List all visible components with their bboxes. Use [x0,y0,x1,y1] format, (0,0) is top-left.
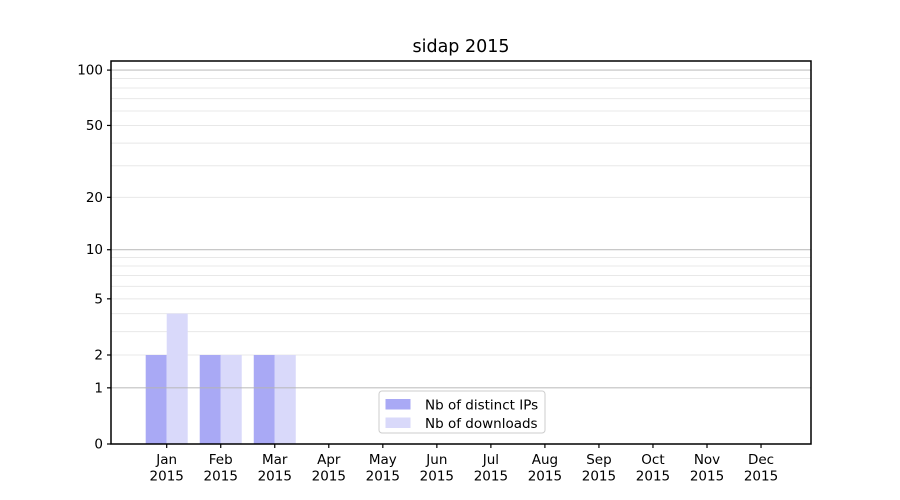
y-tick-label: 100 [77,63,103,79]
y-tick-label: 10 [86,242,103,258]
legend: Nb of distinct IPs Nb of downloads [378,390,546,434]
x-tick-label: Sep 2015 [582,452,616,485]
legend-swatch-distinct-ips [385,399,411,410]
axes: 0 1 2 5 10 20 50 100 Jan 2015 Feb 2015 Mar 2015 Apr 201… [77,60,812,485]
bar-distinct-ips [199,354,221,444]
y-tick-label: 5 [94,291,103,307]
x-tick-label: Jan 2015 [150,452,184,485]
bar-distinct-ips [145,354,167,444]
x-tick-label: Aug 2015 [528,452,562,485]
x-tick-label: Nov 2015 [690,452,724,485]
x-tick-label: Mar 2015 [258,452,292,485]
bar-distinct-ips [253,354,275,444]
bar-downloads [274,354,296,444]
bars [145,313,296,444]
legend-box [378,390,546,434]
major-gridlines [111,69,811,389]
x-tick-label: Jun 2015 [420,452,454,485]
y-tick-label: 20 [86,190,103,206]
x-tick-label: Feb 2015 [204,452,238,485]
x-tick-label: Jul 2015 [474,452,508,485]
x-tick-label: Dec 2015 [744,452,778,485]
plot-border [110,60,812,445]
y-tick-label: 0 [94,437,103,453]
legend-label-distinct-ips: Nb of distinct IPs [425,398,538,414]
legend-label-downloads: Nb of downloads [425,416,538,432]
x-tick-label: Apr 2015 [312,452,346,485]
chart-title: sidap 2015 [412,37,509,57]
bar-downloads [220,354,242,444]
legend-swatch-downloads [385,417,411,428]
y-tick-label: 2 [94,347,103,363]
minor-gridlines [111,78,811,356]
x-tick-label: May 2015 [366,452,400,485]
bar-downloads [166,313,188,444]
y-tick-label: 50 [86,118,103,134]
x-tick-label: Oct 2015 [636,452,670,485]
y-tick-label: 1 [94,380,103,396]
